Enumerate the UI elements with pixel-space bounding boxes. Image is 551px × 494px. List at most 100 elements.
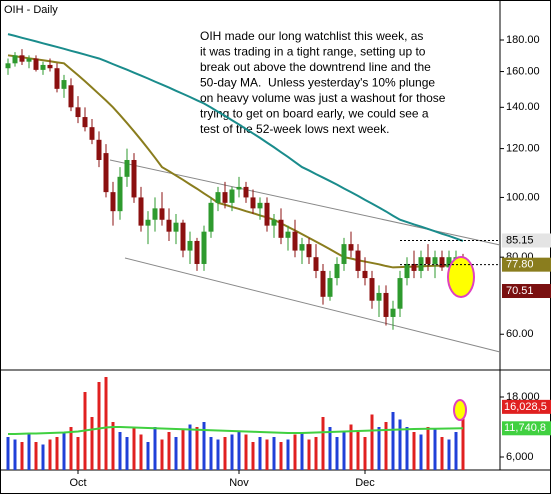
candle-body <box>187 240 193 251</box>
candle-body <box>418 257 424 271</box>
candle-body <box>40 64 46 70</box>
lower-trendline <box>124 257 501 353</box>
volume-bar <box>328 427 332 470</box>
volume-bar <box>76 437 80 470</box>
candle-body <box>152 208 158 220</box>
volume-bar <box>405 427 409 470</box>
volume-bar <box>293 434 297 470</box>
annotation: on heavy volume was just a washout for t… <box>200 91 446 105</box>
volume-bar <box>48 439 52 470</box>
plot-area: 60.0080.00100.00120.00140.00160.00180.00… <box>5 29 540 489</box>
volume-bar <box>125 437 129 470</box>
candle-body <box>215 192 221 203</box>
volume-marker <box>502 421 551 436</box>
volume-bar <box>195 427 199 470</box>
volume-bar <box>104 377 108 470</box>
candle-body <box>313 257 319 271</box>
candle-body <box>173 222 179 232</box>
y-tick-label: 160.00 <box>506 65 540 77</box>
candle-body <box>446 257 452 268</box>
volume-bar <box>440 437 444 470</box>
volume-bar <box>356 432 360 470</box>
volume-bar <box>391 412 395 470</box>
y-tick-label: 140.00 <box>506 101 540 113</box>
overlay: 85.15 77.80 70.51 16,028,5 11,740,8 <box>400 233 551 436</box>
candle-body <box>271 219 277 226</box>
candle-body <box>390 308 396 317</box>
candle-body <box>341 244 347 264</box>
candle-body <box>285 231 291 238</box>
volume-bar <box>69 427 73 470</box>
volume-bar <box>13 439 17 470</box>
candle-body <box>334 263 340 279</box>
volume-bar <box>27 434 31 470</box>
price-marker-label: 70.51 <box>506 285 534 297</box>
candle-body <box>54 68 60 89</box>
candle-body <box>404 263 410 279</box>
candle-body <box>26 58 32 62</box>
candle-body <box>138 197 144 226</box>
volume-bar <box>461 406 465 470</box>
price-marker <box>502 257 551 272</box>
volume-bar <box>118 432 122 470</box>
volume-bar <box>146 442 150 470</box>
candle-body <box>194 240 200 264</box>
volume-bar <box>258 437 262 470</box>
price-marker-label: 85.15 <box>506 234 534 246</box>
candle-body <box>327 278 333 297</box>
moving-average <box>7 33 464 242</box>
volume-bar <box>412 432 416 470</box>
volume-bar <box>132 427 136 470</box>
volume-bar <box>174 437 178 470</box>
volume-bar <box>188 424 192 470</box>
volume-bar <box>160 439 164 470</box>
candle-body <box>61 80 67 89</box>
candle-body <box>264 202 270 226</box>
candle-body <box>201 231 207 264</box>
highlight-ellipse <box>453 399 467 421</box>
y-tick-label: 180.00 <box>506 34 540 46</box>
volume-bar <box>447 439 451 470</box>
volume-bar <box>426 427 430 470</box>
candle-body <box>103 153 109 193</box>
candle-body <box>243 186 249 198</box>
volume-bar <box>55 437 59 470</box>
volume-bar <box>6 437 10 470</box>
volume-bar <box>279 442 283 470</box>
y-tick-label: 100.00 <box>506 191 540 203</box>
candle-body <box>306 244 312 258</box>
volume-bar <box>111 422 115 470</box>
volume-bar <box>342 432 346 470</box>
y-tick-label: 60.00 <box>506 328 534 340</box>
annotation: trying to get on board early, we could s… <box>200 107 429 121</box>
volume-bar <box>454 432 458 470</box>
annotation: 50-day MA. Unless yesterday's 10% plunge <box>200 76 435 90</box>
chart-title: OIH - Daily <box>4 4 58 16</box>
candle-body <box>159 208 165 220</box>
highlight-ellipse <box>447 256 475 298</box>
candle-body <box>82 117 88 128</box>
candle-body <box>222 192 228 203</box>
candle-body <box>229 189 235 203</box>
volume-bar <box>419 434 423 470</box>
candle-body <box>12 55 18 64</box>
volume-bar <box>265 439 269 470</box>
volume-bar <box>20 442 24 470</box>
volume-bar <box>202 422 206 470</box>
candle-body <box>278 219 284 238</box>
annotation: break out above the downtrend line and t… <box>200 60 431 74</box>
price-marker <box>502 233 551 248</box>
volume-bar <box>34 442 38 470</box>
candle-body <box>96 139 102 160</box>
candle-body <box>439 257 445 268</box>
volume-bar <box>139 434 143 470</box>
volume-marker-label: 16,028,5 <box>504 401 547 413</box>
price-marker-label: 77.80 <box>506 259 534 271</box>
volume-bar <box>237 432 241 470</box>
candle-body <box>348 244 354 251</box>
candle-body <box>362 270 368 279</box>
volume-bar <box>377 427 381 470</box>
candle-body <box>145 219 151 226</box>
candle-body <box>236 186 242 190</box>
